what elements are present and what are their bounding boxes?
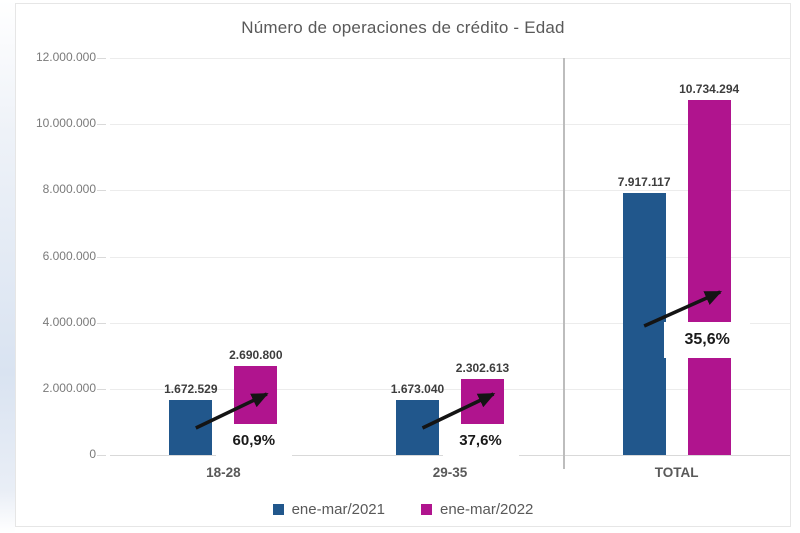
- chart-title: Número de operaciones de crédito - Edad: [241, 18, 565, 37]
- bar-value-label: 1.673.040: [390, 381, 445, 396]
- legend-swatch: [421, 504, 432, 515]
- y-tick-label: 2.000.000: [42, 380, 96, 395]
- legend-swatch: [272, 504, 284, 515]
- gridline: [110, 388, 790, 390]
- growth-label-18-28: 60,9%: [215, 424, 292, 456]
- bar-ene-mar/2021-18-28: [169, 399, 213, 455]
- bar-ene-mar/2021-29-35: [396, 399, 439, 455]
- chart-card: Número de operaciones de crédito - Edad …: [15, 3, 791, 527]
- category-label-29-35: 29-35: [432, 465, 468, 480]
- legend: ene-mar/2021 ene-mar/2022: [16, 501, 790, 518]
- background-gradient: [0, 0, 15, 533]
- growth-label-29-35: 37,6%: [442, 424, 519, 456]
- bar-value-label: 2.690.800: [229, 347, 283, 362]
- legend-item-ene-mar/2021: ene-mar/2021: [272, 501, 385, 518]
- y-tick-label: 10.000.000: [35, 116, 96, 131]
- y-axis-tick: [97, 124, 106, 126]
- y-axis-tick: [97, 388, 106, 390]
- y-axis-tick: [97, 190, 106, 192]
- bar-value-label: 7.917.117: [617, 175, 671, 190]
- y-axis-tick: [97, 455, 106, 456]
- y-tick-label: 4.000.000: [42, 314, 96, 329]
- separator-line: [563, 58, 565, 469]
- y-tick-label: 6.000.000: [42, 248, 96, 263]
- y-tick-label: 12.000.000: [35, 50, 96, 64]
- bar-ene-mar/2022-TOTAL: [687, 99, 731, 455]
- category-label-TOTAL: TOTAL: [654, 465, 699, 480]
- y-axis-tick: [97, 256, 106, 258]
- y-tick-label: 8.000.000: [42, 182, 96, 197]
- gridline: [110, 322, 790, 324]
- legend-label: ene-mar/2021: [291, 501, 385, 518]
- gridline: [110, 256, 790, 258]
- y-axis-tick: [97, 322, 106, 324]
- legend-item-ene-mar/2022: ene-mar/2022: [421, 501, 533, 518]
- y-tick-label: 0: [89, 447, 96, 461]
- growth-label-TOTAL: 35,6%: [664, 322, 751, 358]
- gridline: [110, 190, 790, 192]
- y-axis-tick: [97, 58, 106, 59]
- bar-value-label: 2.302.613: [455, 360, 510, 375]
- plot-area: 0 2.000.000 4.000.000 6.000.000 8.000.000 10.…: [36, 50, 790, 480]
- bar-value-label: 1.672.529: [164, 381, 218, 396]
- category-label-18-28: 18-28: [206, 465, 241, 480]
- bar-value-label: 10.734.294: [679, 81, 740, 96]
- gridline: [110, 124, 790, 126]
- bar-ene-mar/2021-TOTAL: [622, 193, 666, 455]
- legend-label: ene-mar/2022: [440, 501, 534, 518]
- gridline: [110, 58, 790, 59]
